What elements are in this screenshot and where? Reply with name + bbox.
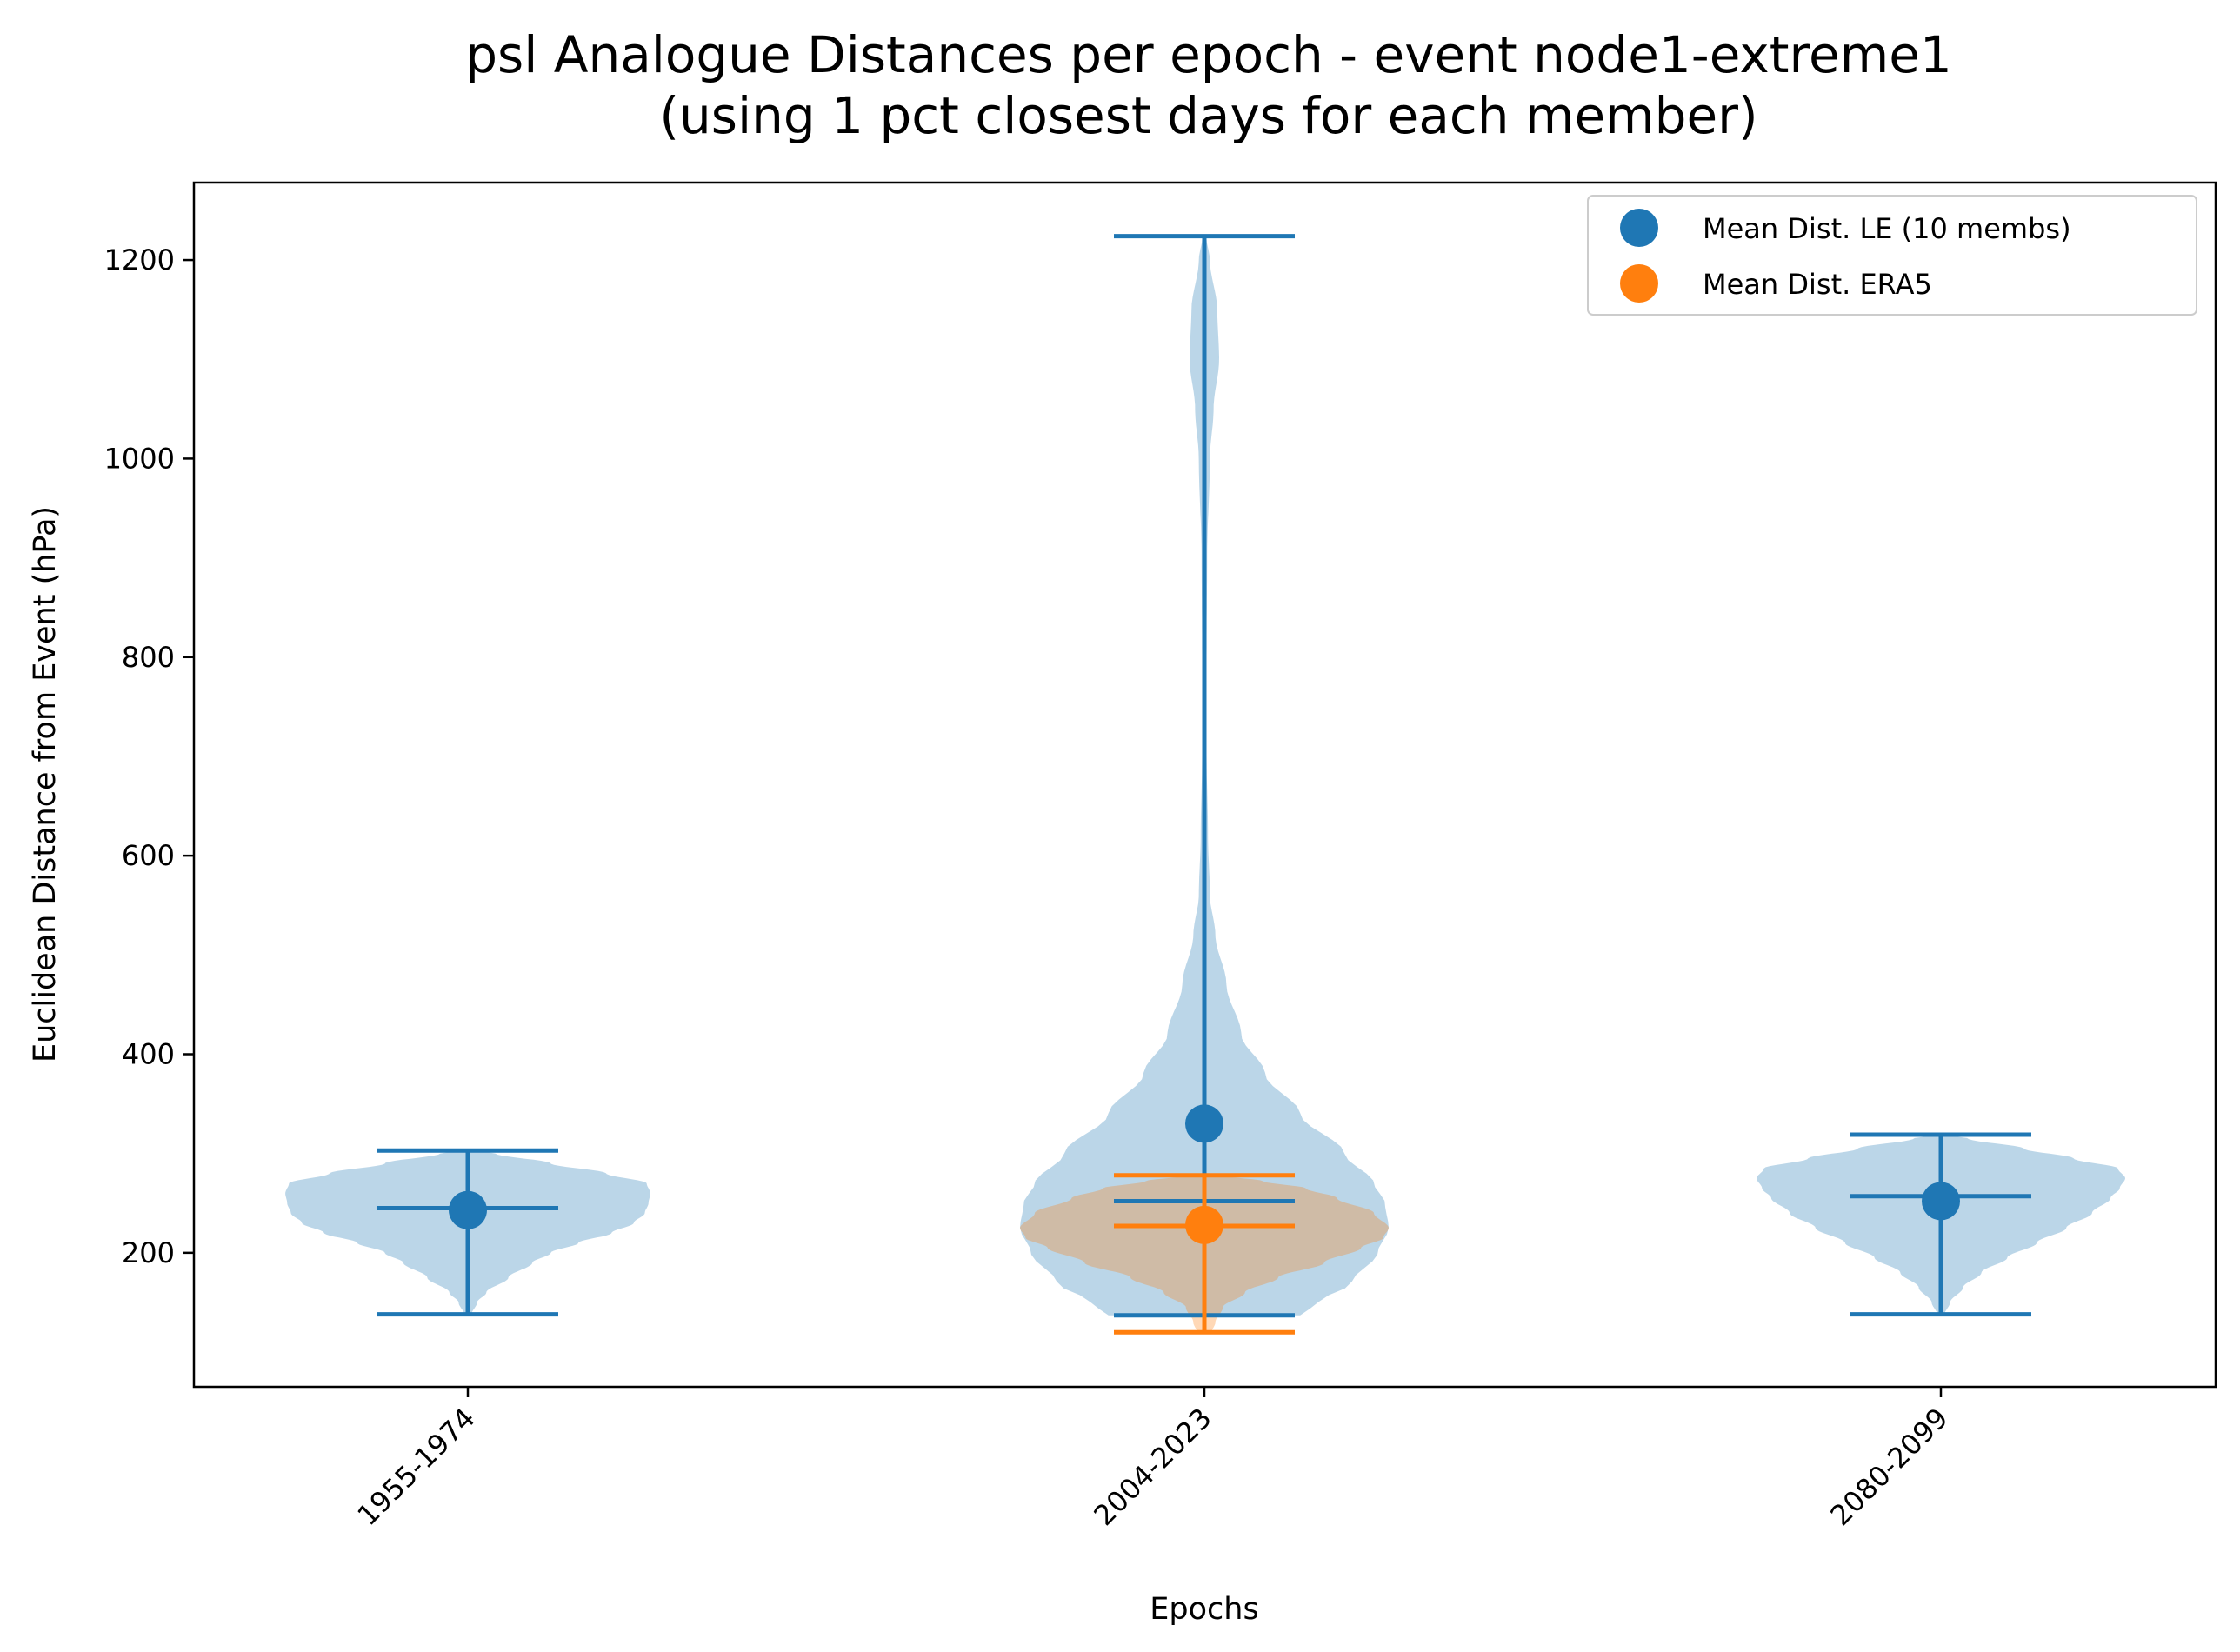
y-axis: 200 400 600 800 1000 1200 (104, 243, 194, 1269)
y-axis-label: Euclidean Distance from Event (hPa) (28, 506, 63, 1062)
mean-marker-le-2080-2099 (1922, 1182, 1960, 1221)
legend-marker-era5 (1620, 264, 1658, 303)
mean-marker-era5-2004-2023 (1185, 1205, 1223, 1244)
y-tick-label-1000: 1000 (104, 442, 175, 475)
legend: Mean Dist. LE (10 membs) Mean Dist. ERA5 (1587, 195, 2197, 316)
y-tick-label-200: 200 (122, 1236, 175, 1269)
chart-title-line-1: psl Analogue Distances per epoch - event… (465, 25, 1952, 84)
legend-frame (1587, 195, 2197, 316)
y-tick-label-800: 800 (122, 641, 175, 674)
legend-label-era5: Mean Dist. ERA5 (1703, 268, 1932, 301)
x-tick-label-2004-2023: 2004-2023 (1087, 1402, 1217, 1532)
mean-marker-le-2004-2023 (1185, 1104, 1223, 1143)
x-axis-label: Epochs (1150, 1592, 1258, 1627)
y-tick-label-1200: 1200 (104, 243, 175, 276)
chart-title-line-2: (using 1 pct closest days for each membe… (659, 86, 1757, 145)
x-axis: 1955-1974 2004-2023 2080-2099 (350, 1387, 1955, 1532)
x-tick-label-1955-1974: 1955-1974 (350, 1402, 481, 1532)
legend-label-le: Mean Dist. LE (10 membs) (1703, 212, 2071, 245)
y-tick-label-400: 400 (122, 1037, 175, 1070)
marker-layer (377, 234, 2031, 1335)
mean-marker-le-1955-1974 (449, 1190, 487, 1229)
y-tick-label-600: 600 (122, 839, 175, 872)
x-tick-label-2080-2099: 2080-2099 (1823, 1402, 1954, 1532)
legend-marker-le (1620, 209, 1658, 247)
